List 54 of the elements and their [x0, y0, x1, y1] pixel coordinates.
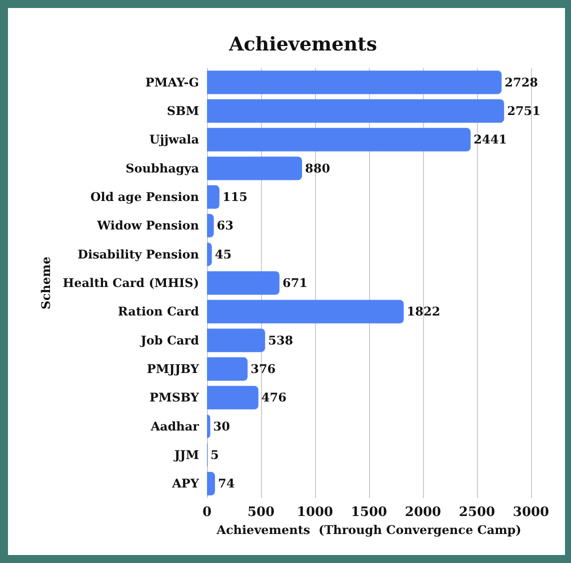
y-tick-label: Old age Pension	[90, 190, 200, 204]
data-label: 115	[222, 190, 248, 204]
bar	[207, 156, 302, 180]
data-label: 45	[214, 247, 232, 262]
bar	[207, 214, 214, 238]
bar	[207, 70, 502, 94]
y-tick-label: Ujjwala	[149, 132, 200, 147]
data-label: 63	[216, 218, 234, 233]
x-tick-label: 2000	[404, 505, 442, 520]
bar	[207, 128, 471, 152]
data-label: 476	[261, 390, 286, 405]
y-tick-label: PMAY-G	[145, 75, 199, 90]
x-tick-label: 500	[247, 505, 275, 520]
y-tick-label: Health Card (MHIS)	[62, 276, 199, 290]
data-label: 1822	[406, 304, 440, 319]
y-tick-label: Disability Pension	[78, 247, 200, 262]
data-label: 74	[218, 476, 235, 491]
bar	[207, 271, 280, 295]
bar	[207, 242, 212, 266]
x-axis-title: Achievements (Through Convergence Camp)	[216, 522, 522, 537]
data-label: 2728	[504, 75, 538, 90]
y-tick-label: Soubhagya	[126, 161, 200, 176]
x-tick-label: 0	[202, 505, 212, 520]
y-tick-label: Job Card	[140, 333, 200, 348]
y-tick-label: Aadhar	[150, 419, 200, 434]
data-label: 2751	[507, 104, 541, 118]
data-label: 880	[305, 161, 330, 176]
x-tick-label: 1500	[350, 505, 388, 520]
chart-title: Achievements	[228, 34, 378, 56]
y-tick-label: PMSBY	[150, 390, 200, 405]
data-label: 5	[210, 448, 219, 462]
bar	[207, 414, 210, 438]
x-tick-label: 2500	[458, 505, 496, 520]
y-tick-label: APY	[171, 476, 200, 491]
y-axis-title: Scheme	[38, 256, 53, 310]
bar	[207, 386, 258, 410]
y-tick-label: JJM	[173, 448, 199, 462]
data-label: 30	[213, 419, 230, 434]
y-tick-label: Widow Pension	[96, 218, 200, 233]
bar	[207, 185, 220, 209]
y-tick-label: Ration Card	[118, 304, 200, 319]
y-tick-label: SBM	[166, 104, 199, 118]
bar	[207, 300, 404, 324]
data-label: 376	[250, 362, 276, 376]
bar	[207, 472, 215, 496]
data-label: 538	[268, 333, 294, 348]
bar	[207, 328, 266, 352]
data-label: 671	[282, 276, 308, 290]
x-tick-label: 3000	[512, 505, 550, 520]
bar	[207, 357, 248, 381]
x-tick-label: 1000	[296, 505, 334, 520]
y-tick-label: PMJJBY	[146, 362, 200, 376]
data-label: 2441	[474, 132, 508, 147]
bar	[207, 99, 504, 123]
